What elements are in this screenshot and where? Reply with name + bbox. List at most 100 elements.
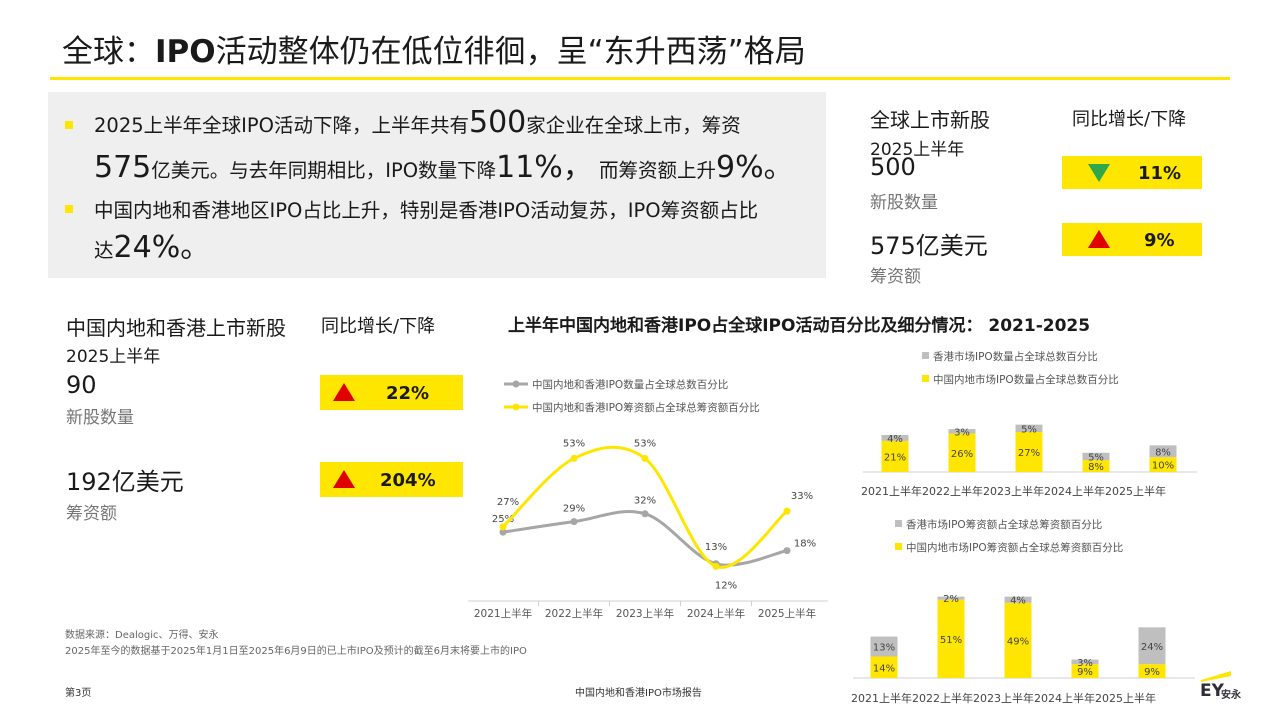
bar-data-label: 8% xyxy=(1155,447,1171,458)
china-header: 中国内地和香港上市新股 xyxy=(66,316,286,340)
bar-hongkong-5 xyxy=(1138,627,1166,665)
global-yoy-header: 同比增长/下降 xyxy=(1072,109,1187,130)
bar-data-label: 49% xyxy=(1007,636,1029,647)
legend-swatch-1 xyxy=(895,520,902,527)
bar-hongkong-4 xyxy=(1082,452,1110,461)
ey-logo: EY 安永 xyxy=(1197,668,1241,704)
bar-hongkong-5 xyxy=(1149,445,1177,458)
x-tick-label-5: 2025上半年 xyxy=(758,607,816,620)
china-proceeds-change-box: 204% xyxy=(320,462,463,497)
x-tick-label-3: 2023上半年 xyxy=(616,607,674,620)
title-ipo: IPO xyxy=(155,34,216,70)
ey-logo-cn: 安永 xyxy=(1221,690,1241,701)
page-title: 全球：IPO活动整体仍在低位徘徊，呈“东升西荡”格局 xyxy=(62,26,806,71)
bar-mainland-5 xyxy=(1138,664,1166,678)
summary-panel: 2025上半年全球IPO活动下降，上半年共有500家企业在全球上市，筹资 575… xyxy=(48,92,826,278)
global-count: 500 xyxy=(870,153,916,181)
bar-data-label: 2% xyxy=(943,594,959,605)
bar-data-label: 3% xyxy=(1077,658,1093,669)
bar-data-label: 3% xyxy=(954,427,970,438)
bar-data-label: 9% xyxy=(1144,667,1160,678)
series-2-point xyxy=(499,523,507,531)
series-2-data-label: 53% xyxy=(563,438,585,449)
global-proceeds-change: 9% xyxy=(1144,230,1175,251)
bar-data-label: 4% xyxy=(887,434,903,445)
series-1-data-label: 29% xyxy=(563,504,585,515)
global-period: 2025上半年 xyxy=(870,140,965,160)
china-proceeds-label: 筹资额 xyxy=(66,504,117,524)
china-yoy-header: 同比增长/下降 xyxy=(321,316,436,337)
category-axis-labels: 2021上半年2022上半年2023上半年2024上半年2025上半年 xyxy=(861,484,1166,498)
series-1-point xyxy=(783,547,791,555)
up-arrow-icon xyxy=(333,383,355,401)
series-2-data-label: 53% xyxy=(634,438,656,449)
page-number: 第3页 xyxy=(65,688,92,699)
chart-title: 上半年中国内地和香港IPO占全球IPO活动百分比及细分情况： 2021-2025 xyxy=(508,316,1091,336)
series-line-2 xyxy=(501,445,788,569)
series-2-point xyxy=(783,507,791,515)
series-1-data-label: 18% xyxy=(794,539,816,550)
summary-bullet-1-line-1: 2025上半年全球IPO活动下降，上半年共有500家企业在全球上市，筹资 xyxy=(94,105,741,140)
up-arrow-icon xyxy=(1088,230,1110,248)
legend-label-1: 香港市场IPO筹资额占全球总筹资额百分比 xyxy=(906,518,1102,531)
bar-mainland-4 xyxy=(1082,460,1110,472)
series-2-point xyxy=(570,454,578,462)
title-prefix: 全球： xyxy=(62,34,155,70)
series-2-data-label: 27% xyxy=(497,497,519,508)
ey-logo-icon xyxy=(1201,671,1231,682)
summary-bullet-2-line-2: 达24%。 xyxy=(94,230,211,265)
bar-hongkong-1 xyxy=(881,435,909,441)
legend-swatch-2 xyxy=(922,375,929,382)
category-axis-labels: 2021上半年2022上半年2023上半年2024上半年2025上半年 xyxy=(851,691,1156,705)
bar-hongkong-3 xyxy=(1015,424,1043,433)
global-count-change-box: 11% xyxy=(1062,156,1202,189)
series-2-point xyxy=(641,454,649,462)
china-count: 90 xyxy=(66,371,97,399)
legend-label-2: 中国内地市场IPO筹资额占全球总筹资额百分比 xyxy=(906,541,1123,554)
series-2-data-label: 12% xyxy=(715,580,737,591)
legend-label-1: 香港市场IPO数量占全球总数百分比 xyxy=(933,350,1098,363)
data-note: 2025年至今的数据基于2025年1月1日至2025年6月9日的已上市IPO及预… xyxy=(65,646,527,657)
bar-data-label: 4% xyxy=(1010,596,1026,607)
bar-data-label: 21% xyxy=(884,452,906,463)
china-count-change-box: 22% xyxy=(320,375,463,410)
bar-hongkong-2 xyxy=(948,429,976,434)
bar-data-label: 5% xyxy=(1088,452,1104,463)
global-proceeds: 575亿美元 xyxy=(870,232,988,260)
china-count-label: 新股数量 xyxy=(66,408,134,428)
bar-data-label: 26% xyxy=(951,449,973,460)
series-1-point xyxy=(499,528,507,536)
bar-hongkong-1 xyxy=(870,636,898,657)
series-1-data-label: 32% xyxy=(634,496,656,507)
report-name: 中国内地和香港IPO市场报告 xyxy=(575,688,702,699)
up-arrow-icon xyxy=(333,470,355,488)
bar-mainland-1 xyxy=(881,440,909,472)
series-2-point xyxy=(712,562,720,570)
global-proceeds-label: 筹资额 xyxy=(870,267,921,287)
line-chart: 中国内地和香港IPO数量占全球总数百分比中国内地和香港IPO筹资额占全球总筹资额… xyxy=(468,378,828,620)
bullet-marker xyxy=(65,205,73,213)
global-count-change: 11% xyxy=(1138,163,1182,184)
bar-data-label: 10% xyxy=(1152,461,1174,472)
series-1-data-label: 13% xyxy=(705,542,727,553)
bar-data-label: 8% xyxy=(1088,462,1104,473)
title-rest: 活动整体仍在低位徘徊，呈“东升西荡”格局 xyxy=(215,34,806,70)
bar-mainland-1 xyxy=(870,656,898,678)
bar-data-label: 24% xyxy=(1141,642,1163,653)
china-proceeds: 192亿美元 xyxy=(66,468,184,496)
bar-data-label: 5% xyxy=(1021,424,1037,435)
summary-bullet-1-line-2: 575亿美元。与去年同期相比，IPO数量下降11%， 而筹资额上升9%。 xyxy=(94,150,794,185)
bar-mainland-3 xyxy=(1015,432,1043,472)
bullet-marker xyxy=(65,121,73,129)
legend-marker-1 xyxy=(512,380,520,388)
bar-mainland-2 xyxy=(937,599,965,678)
title-underline xyxy=(50,77,1230,80)
bar-data-label: 51% xyxy=(940,635,962,646)
bar-mainland-4 xyxy=(1071,664,1099,678)
bar-data-label: 14% xyxy=(873,663,895,674)
legend-label-2: 中国内地和香港IPO筹资额占全球总筹资额百分比 xyxy=(532,401,760,414)
down-arrow-icon xyxy=(1088,164,1110,182)
global-proceeds-change-box: 9% xyxy=(1062,223,1202,256)
x-tick-label-1: 2021上半年 xyxy=(474,607,532,620)
